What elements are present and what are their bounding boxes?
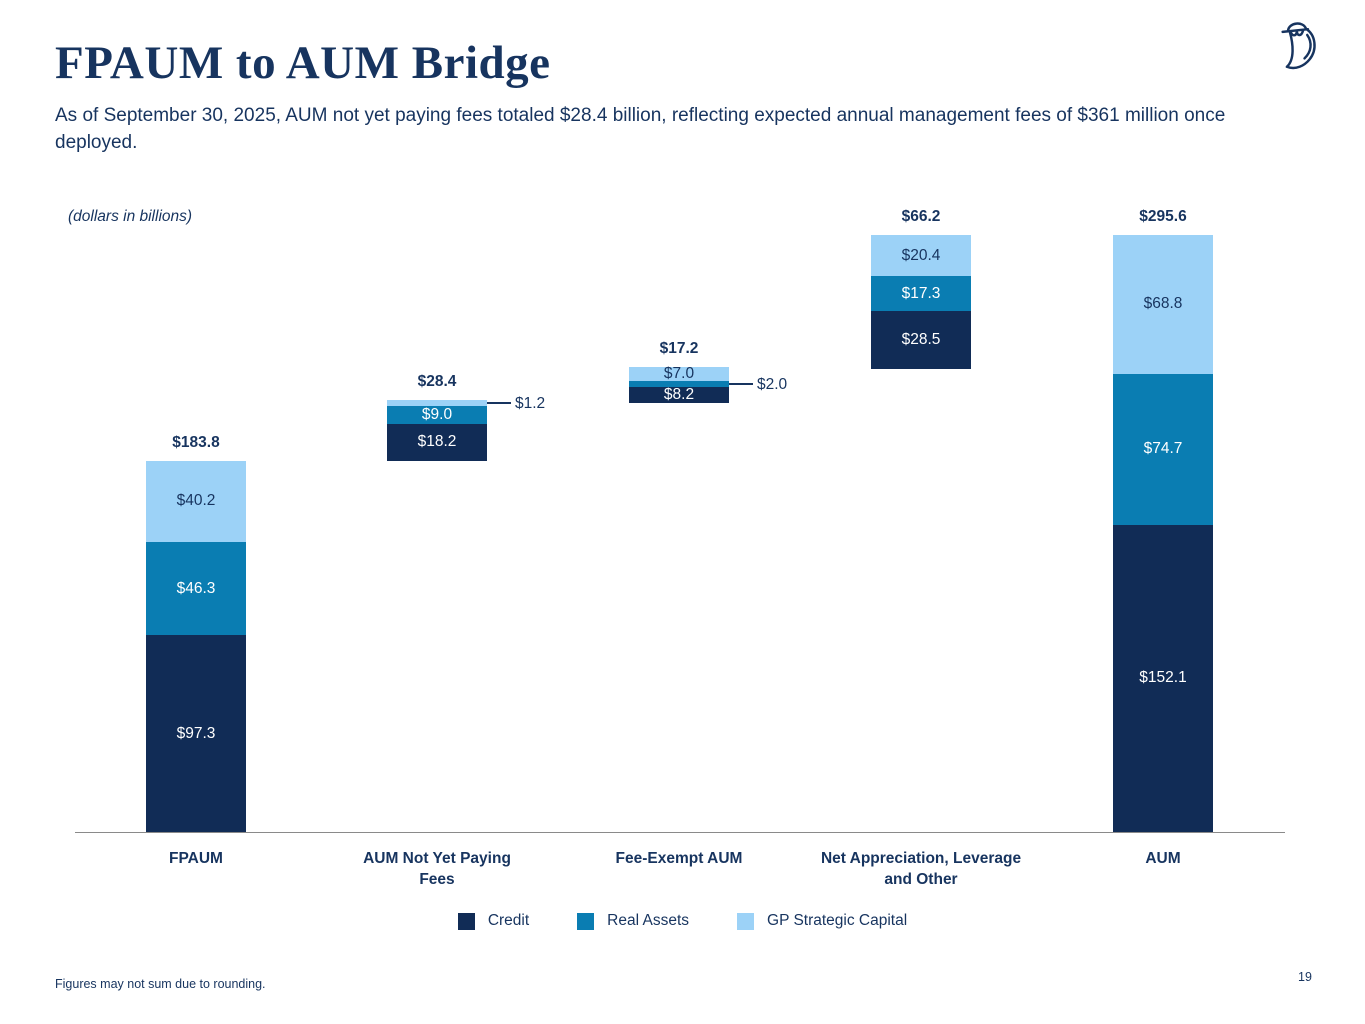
x-axis-label-line: Net Appreciation, Leverage <box>820 850 1022 867</box>
segment-value-label: $68.8 <box>1143 295 1183 313</box>
segment-value-label: $40.2 <box>176 492 216 510</box>
bar-segment: $97.3 <box>146 635 246 832</box>
legend-label: Credit <box>487 912 530 929</box>
segment-value-label: $152.1 <box>1139 669 1187 687</box>
owl-brow <box>1281 27 1310 34</box>
bar-segment: $17.3 <box>871 276 971 312</box>
segment-value-label: $9.0 <box>421 405 453 423</box>
bar-total-label: $183.8 <box>172 433 220 451</box>
bridge-chart: $97.3 $46.3 $40.2 $183.8 $18.2 $9.0 $1.2 $28.4 $… <box>75 188 1285 833</box>
legend-swatch-icon <box>737 912 755 930</box>
legend-item: Credit <box>457 912 530 930</box>
legend-label: GP Strategic Capital <box>767 912 908 929</box>
x-axis-label: AUM Not Yet Paying Fees <box>307 848 567 890</box>
bar-segment: $18.2 <box>387 423 487 461</box>
x-axis-label: FPAUM <box>66 848 326 869</box>
owl-logo-icon <box>1281 22 1316 70</box>
x-axis-label: Net Appreciation, Leverage and Other <box>791 848 1051 890</box>
bar-segment: $40.2 <box>146 460 246 542</box>
x-axis-label-line: AUM <box>1145 850 1181 867</box>
x-axis-label-line: and Other <box>884 871 958 888</box>
owl-head <box>1286 22 1308 32</box>
segment-value-label: $20.4 <box>901 246 941 264</box>
page-number: 19 <box>1298 970 1312 984</box>
owl-body <box>1285 27 1316 70</box>
bar-segment: $7.0 <box>629 364 729 382</box>
segment-value-label: $74.7 <box>1143 440 1183 458</box>
bar-total-label: $66.2 <box>901 207 941 225</box>
x-axis-label-line: Fees <box>419 871 455 888</box>
bar-total-label: $295.6 <box>1139 207 1187 225</box>
bar-segment: $9.0 <box>387 405 487 424</box>
x-axis-label-line: FPAUM <box>169 850 223 867</box>
segment-value-label: $46.3 <box>176 579 216 597</box>
owl-eyes <box>1289 29 1305 37</box>
bar-segment: $20.4 <box>871 234 971 277</box>
bar-segment: $74.7 <box>1113 373 1213 525</box>
bar-segment: $28.5 <box>871 311 971 369</box>
callout-value-label: $2.0 <box>757 375 788 393</box>
x-axis-label-line: Fee-Exempt AUM <box>615 850 743 867</box>
x-axis-label: Fee-Exempt AUM <box>549 848 809 869</box>
legend-item: Real Assets <box>577 912 689 930</box>
footnote: Figures may not sum due to rounding. <box>55 977 266 991</box>
page-title: FPAUM to AUM Bridge <box>55 37 551 89</box>
segment-value-label: $17.3 <box>901 284 941 302</box>
callout-value-label: $1.2 <box>515 394 546 412</box>
bar-total-label: $28.4 <box>417 372 457 390</box>
legend-swatch-icon <box>457 912 475 930</box>
legend-label: Real Assets <box>607 912 690 929</box>
segment-value-label: $97.3 <box>176 724 216 742</box>
legend-item: GP Strategic Capital <box>737 912 907 930</box>
chart-legend: Credit Real Assets GP Strategic Capital <box>0 912 1365 930</box>
callout-line <box>729 382 753 385</box>
bar-segment: $152.1 <box>1113 524 1213 832</box>
segment-value-label: $7.0 <box>663 364 695 382</box>
bar-segment: $46.3 <box>146 541 246 636</box>
segment-value-label: $28.5 <box>901 330 941 348</box>
segment-value-label: $18.2 <box>417 433 457 451</box>
bar-total-label: $17.2 <box>659 339 699 357</box>
segment-value-label: $8.2 <box>663 386 695 404</box>
x-axis-label: AUM <box>1033 848 1293 869</box>
x-axis-label-line: AUM Not Yet Paying <box>363 850 511 867</box>
bar-segment <box>629 380 729 387</box>
owl-wing <box>1303 33 1312 60</box>
slide-subtitle: As of September 30, 2025, AUM not yet pa… <box>55 105 1226 153</box>
callout-line <box>487 401 511 404</box>
units-note: (dollars in billions) <box>68 208 193 225</box>
bar-segment: $8.2 <box>629 386 729 404</box>
bar-segment: $68.8 <box>1113 234 1213 374</box>
bar-segment <box>387 399 487 406</box>
legend-swatch-icon <box>577 912 595 930</box>
